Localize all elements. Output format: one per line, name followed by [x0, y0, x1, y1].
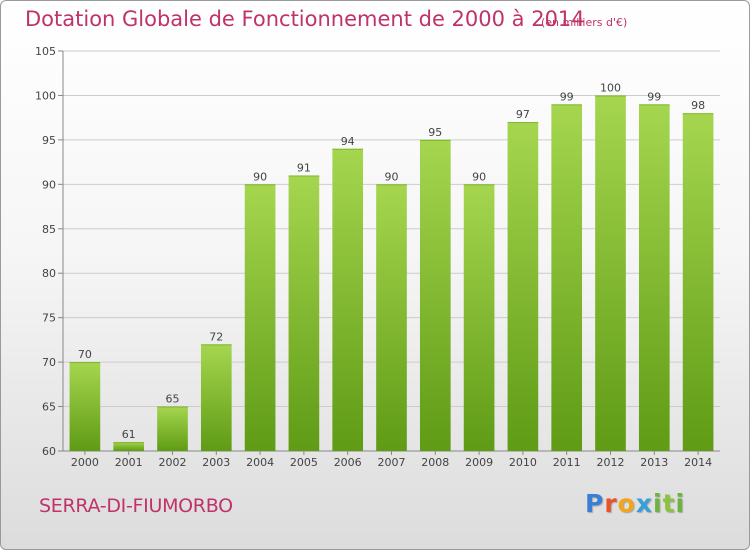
bar-value-label: 90 — [253, 170, 267, 183]
logo-letter: x — [635, 489, 653, 518]
bar — [551, 104, 583, 451]
bar-value-label: 99 — [560, 90, 574, 103]
bar-value-label: 98 — [691, 99, 705, 112]
y-tick-label: 95 — [42, 134, 56, 147]
y-tick-label: 75 — [42, 312, 56, 325]
x-tick-label: 2006 — [334, 456, 362, 469]
bar-value-label: 90 — [385, 170, 399, 183]
x-tick-label: 2012 — [597, 456, 625, 469]
city-name: SERRA-DI-FIUMORBO — [39, 495, 233, 517]
x-tick-label: 2001 — [115, 456, 143, 469]
bar — [682, 113, 714, 451]
bar — [288, 175, 320, 451]
x-tick-label: 2004 — [246, 456, 274, 469]
x-tick-label: 2008 — [421, 456, 449, 469]
bar-value-label: 100 — [600, 81, 621, 94]
bar — [419, 139, 451, 451]
bar-value-label: 72 — [209, 330, 223, 343]
bar — [113, 442, 145, 451]
bar-value-label: 97 — [516, 108, 530, 121]
bar — [200, 344, 232, 451]
logo-letter: r — [604, 489, 618, 518]
bar — [244, 184, 276, 452]
x-tick-label: 2010 — [509, 456, 537, 469]
bar — [69, 362, 101, 451]
x-tick-label: 2007 — [378, 456, 406, 469]
bar-value-label: 65 — [166, 393, 180, 406]
logo-letter: i — [675, 489, 686, 518]
logo-letter: P — [585, 489, 605, 518]
y-tick-label: 60 — [42, 445, 56, 458]
x-tick-label: 2011 — [553, 456, 581, 469]
bar-value-label: 70 — [78, 348, 92, 361]
bar — [638, 104, 670, 451]
logo-letter: t — [662, 489, 676, 518]
bar-value-label: 95 — [428, 126, 442, 139]
y-tick-label: 70 — [42, 356, 56, 369]
bar — [332, 148, 364, 451]
bar-value-label: 91 — [297, 161, 311, 174]
bar — [463, 184, 495, 452]
x-tick-label: 2009 — [465, 456, 493, 469]
x-tick-label: 2000 — [71, 456, 99, 469]
x-tick-label: 2002 — [159, 456, 187, 469]
x-tick-label: 2013 — [640, 456, 668, 469]
x-tick-label: 2014 — [684, 456, 712, 469]
x-tick-label: 2005 — [290, 456, 318, 469]
bar — [157, 406, 188, 451]
x-tick-label: 2003 — [202, 456, 230, 469]
logo-letter: i — [653, 489, 663, 518]
bar-value-label: 61 — [122, 428, 136, 441]
bar-value-label: 99 — [647, 90, 661, 103]
y-tick-label: 65 — [42, 401, 56, 414]
logo-letter: o — [617, 489, 636, 518]
y-tick-label: 105 — [35, 45, 56, 58]
bar — [507, 122, 539, 451]
chart-subtitle: (en milliers d'€) — [541, 16, 628, 29]
y-tick-label: 85 — [42, 223, 56, 236]
bar-value-label: 90 — [472, 170, 486, 183]
proxiti-logo: Proxiti — [585, 489, 685, 518]
y-tick-label: 90 — [42, 178, 56, 191]
y-tick-label: 80 — [42, 267, 56, 280]
bar — [595, 95, 626, 451]
bar-value-label: 94 — [341, 135, 355, 148]
chart-title: Dotation Globale de Fonctionnement de 20… — [25, 7, 585, 31]
bar — [376, 184, 407, 452]
y-tick-label: 100 — [35, 89, 56, 102]
